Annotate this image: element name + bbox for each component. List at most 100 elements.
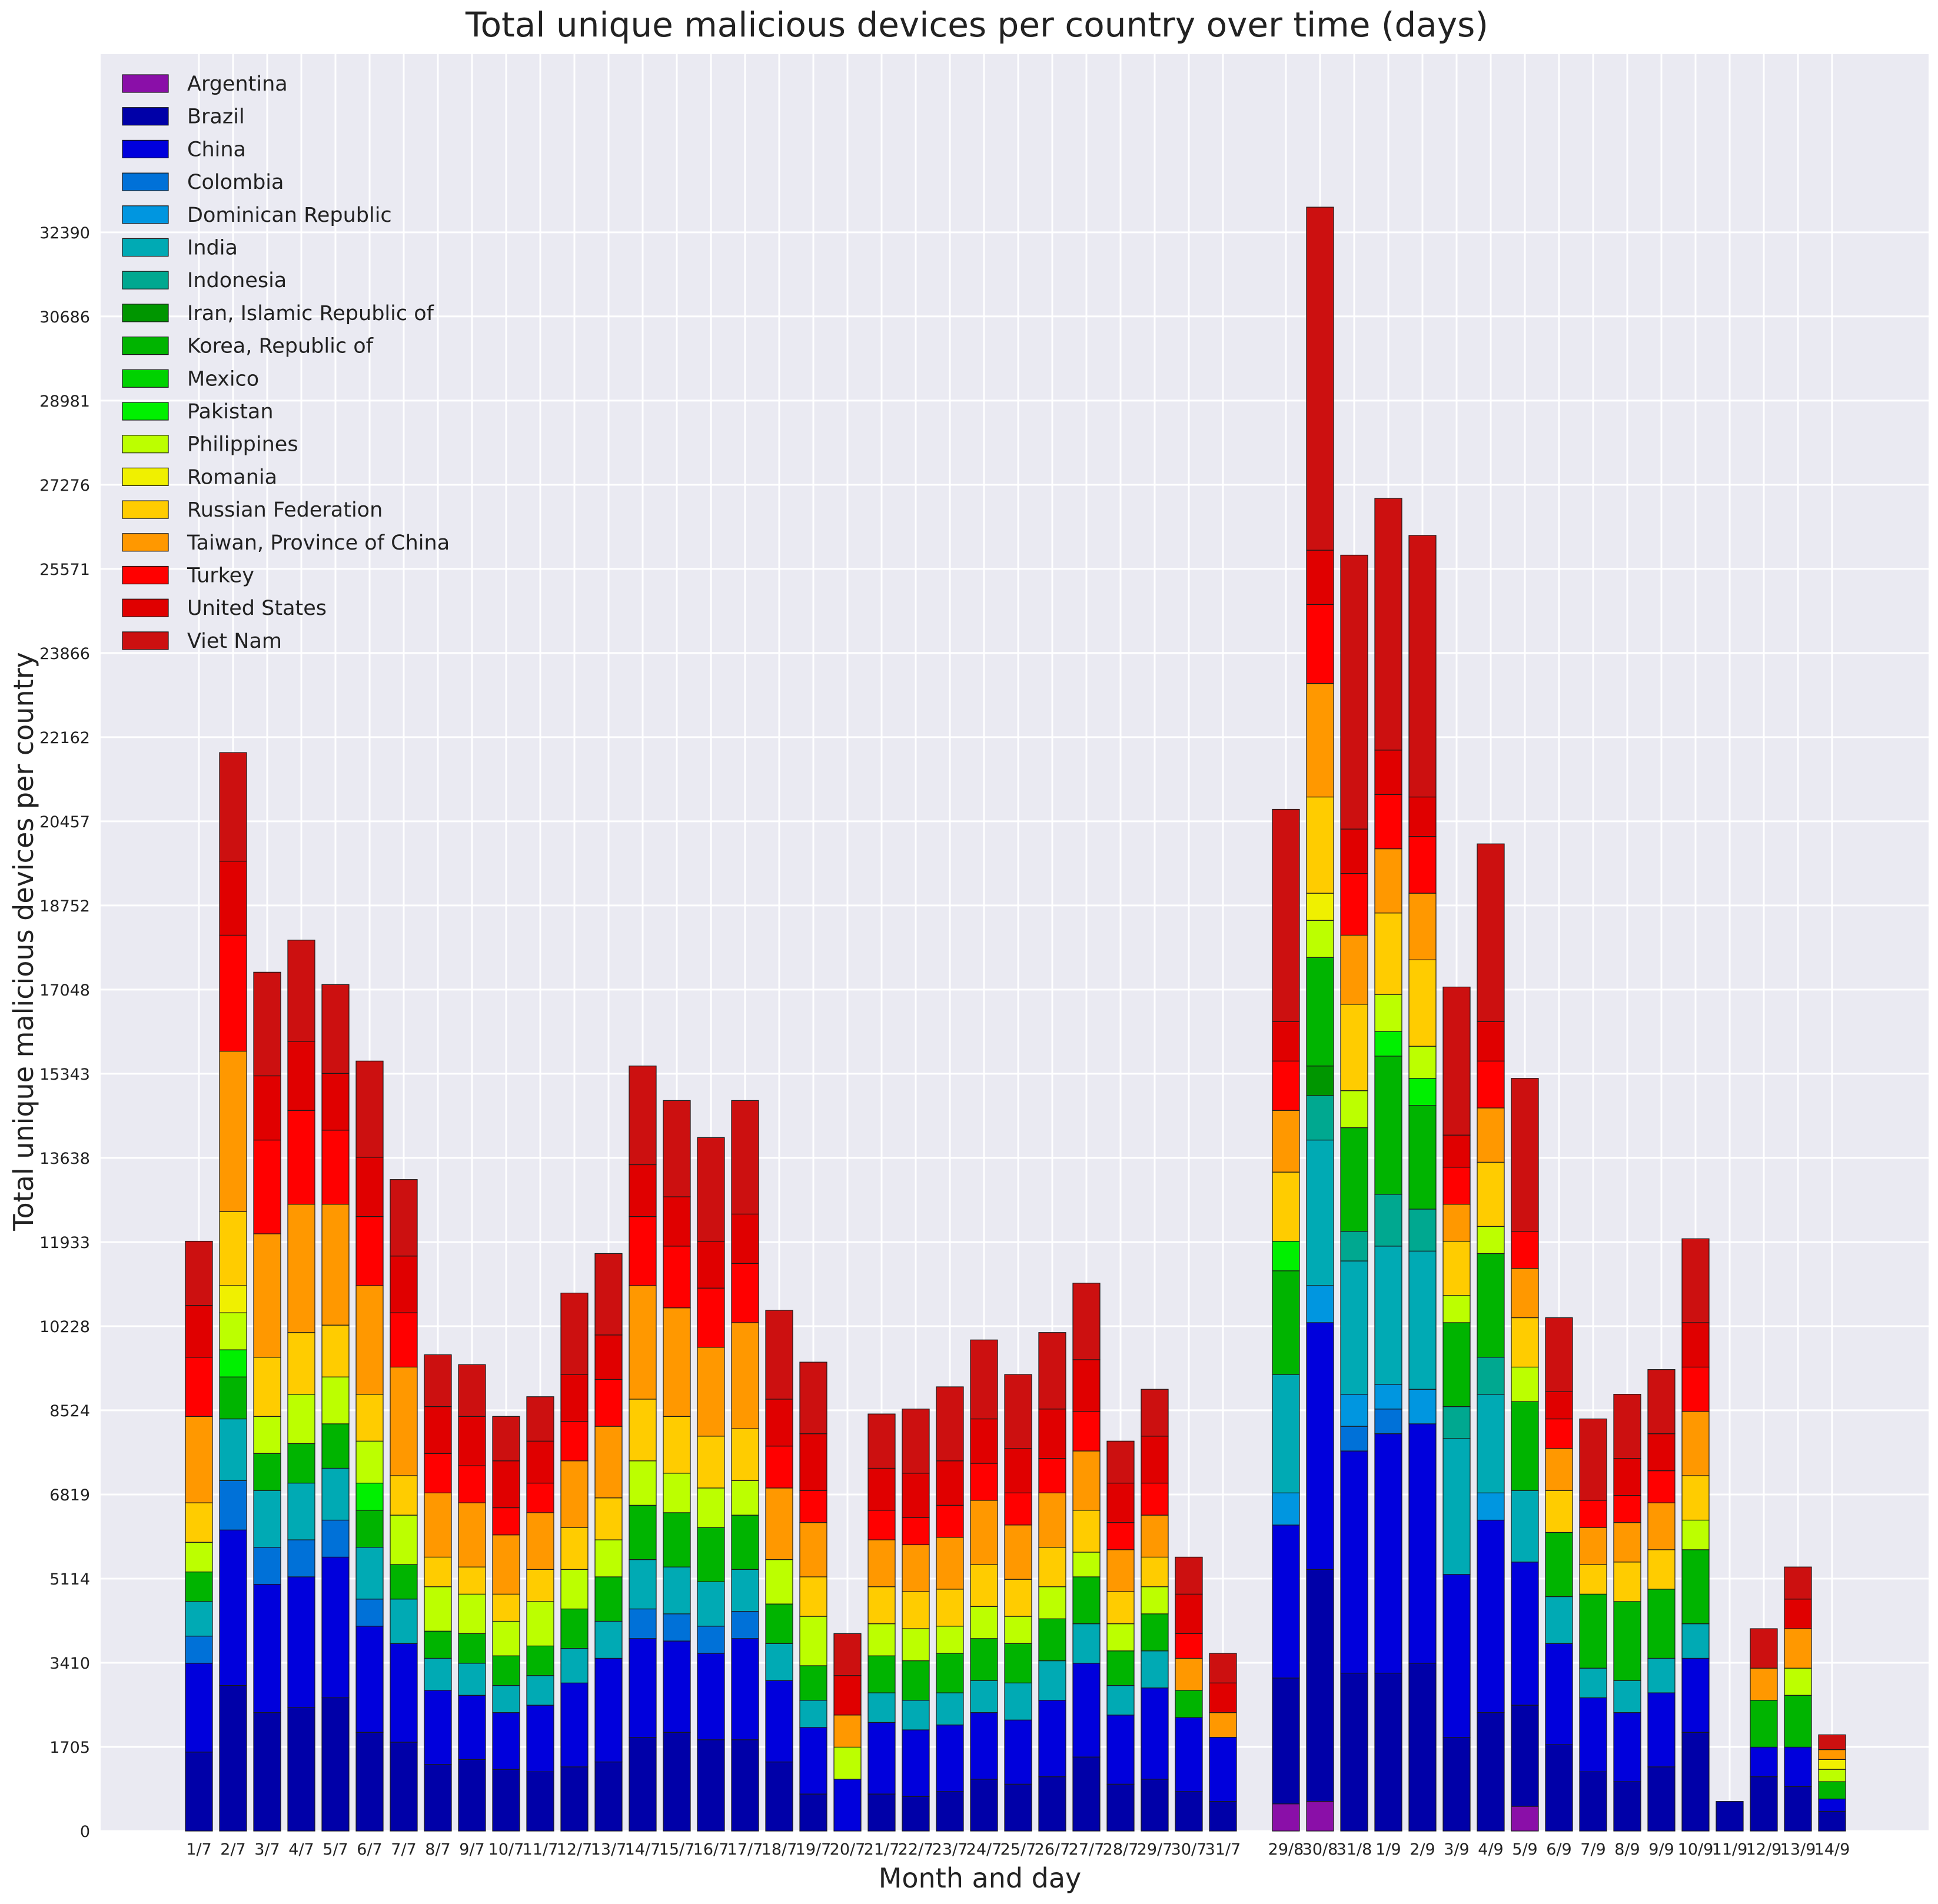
bar-segment xyxy=(287,1707,315,1832)
bar-segment xyxy=(219,1312,247,1350)
y-tick-label: 3410 xyxy=(49,1655,90,1673)
bar-segment xyxy=(1272,1110,1300,1173)
bar-segment xyxy=(1209,1737,1237,1802)
bar-segment xyxy=(390,1179,418,1257)
bar-segment xyxy=(1038,1586,1066,1619)
x-tick-label: 3/7 xyxy=(254,1840,280,1859)
bar-segment xyxy=(253,1075,281,1141)
bar-segment xyxy=(1038,1409,1066,1459)
legend-swatch xyxy=(122,598,169,617)
bar-segment xyxy=(1306,207,1334,551)
bar-segment xyxy=(629,1504,657,1560)
legend-label: India xyxy=(187,237,238,260)
bar-segment xyxy=(1072,1576,1101,1625)
bar-segment xyxy=(390,1256,418,1313)
x-tick-label: 23/7 xyxy=(932,1840,968,1859)
legend-label: Viet Nam xyxy=(187,630,282,653)
x-tick-label: 11/9 xyxy=(1712,1840,1748,1859)
bar-segment xyxy=(1340,934,1368,1005)
bar-segment xyxy=(1681,1366,1710,1412)
y-tick-label: 10228 xyxy=(39,1318,90,1336)
bar-segment xyxy=(1209,1682,1237,1713)
bar-segment xyxy=(1579,1593,1607,1669)
bar-segment xyxy=(1681,1549,1710,1625)
bar-segment xyxy=(731,1428,759,1481)
y-tick-label: 0 xyxy=(80,1823,90,1841)
bar-segment xyxy=(1306,957,1334,1067)
bar-segment xyxy=(1272,1492,1300,1526)
bar-segment xyxy=(594,1379,623,1427)
y-tick-label: 17048 xyxy=(39,981,90,1000)
bar-segment xyxy=(765,1310,793,1400)
bar-segment xyxy=(185,1240,213,1306)
bar-segment xyxy=(936,1537,964,1590)
bar-segment xyxy=(1545,1391,1573,1420)
bar-segment xyxy=(1442,1295,1471,1323)
bar-segment xyxy=(1141,1514,1169,1558)
bar-segment xyxy=(424,1354,452,1407)
bar-segment xyxy=(185,1571,213,1602)
bar-segment xyxy=(1141,1482,1169,1516)
bar-segment xyxy=(731,1569,759,1612)
y-axis-label: Total unique malicious devices per count… xyxy=(8,652,39,1231)
bar-segment xyxy=(1175,1657,1203,1691)
bar-segment xyxy=(1038,1492,1066,1548)
bar-segment xyxy=(287,1204,315,1333)
x-tick-label: 13/9 xyxy=(1780,1840,1816,1859)
legend-swatch xyxy=(122,271,169,289)
bar-segment xyxy=(253,1490,281,1548)
bar-segment xyxy=(970,1638,998,1681)
bar-segment xyxy=(1579,1771,1607,1832)
bar-segment xyxy=(765,1643,793,1681)
bar-segment xyxy=(492,1620,520,1656)
bar-segment xyxy=(1175,1556,1203,1595)
bar-segment xyxy=(1306,604,1334,684)
legend-swatch xyxy=(122,533,169,552)
bar-segment xyxy=(1141,1650,1169,1689)
x-tick-label: 5/9 xyxy=(1512,1840,1537,1859)
bar-segment xyxy=(697,1653,725,1740)
bar-segment xyxy=(1272,1240,1300,1271)
bar-segment xyxy=(902,1660,930,1701)
bar-segment xyxy=(424,1586,452,1632)
legend-label: Turkey xyxy=(187,564,254,588)
bar-segment xyxy=(1340,1672,1368,1832)
bar-segment xyxy=(458,1364,486,1417)
bar-segment xyxy=(663,1196,691,1247)
bar-segment xyxy=(253,1583,281,1713)
bar-segment xyxy=(799,1665,827,1701)
bar-segment xyxy=(697,1626,725,1654)
bar-segment xyxy=(390,1312,418,1368)
bar-segment xyxy=(1374,750,1402,795)
bar-segment xyxy=(287,1393,315,1444)
bar-segment xyxy=(321,1324,350,1377)
bar-segment xyxy=(1340,873,1368,936)
bar-segment xyxy=(458,1416,486,1466)
bar-segment xyxy=(1442,1167,1471,1205)
legend-label: Romania xyxy=(187,465,277,489)
bar-segment xyxy=(1408,1250,1437,1390)
bar-segment xyxy=(1613,1494,1641,1523)
bar-segment xyxy=(1141,1556,1169,1587)
bar-segment xyxy=(697,1487,725,1528)
bar-segment xyxy=(1784,1695,1812,1747)
bar-segment xyxy=(833,1779,862,1832)
bar-segment xyxy=(526,1601,554,1647)
x-tick-label: 5/7 xyxy=(323,1840,348,1859)
bar-segment xyxy=(287,1332,315,1395)
bar-segment xyxy=(902,1796,930,1832)
bar-segment xyxy=(1681,1519,1710,1550)
bar-segment xyxy=(936,1386,964,1462)
bar-segment xyxy=(1004,1643,1032,1683)
bar-segment xyxy=(1818,1781,1846,1800)
bar-segment xyxy=(1818,1759,1846,1770)
legend-label: Korea, Republic of xyxy=(187,335,374,358)
x-tick-label: 9/7 xyxy=(459,1840,484,1859)
bar-segment xyxy=(1784,1746,1812,1788)
bar-segment xyxy=(458,1502,486,1567)
legend-swatch xyxy=(122,74,169,93)
bar-segment xyxy=(1545,1418,1573,1449)
bar-segment xyxy=(1209,1653,1237,1683)
x-tick-label: 16/7 xyxy=(693,1840,729,1859)
bar-segment xyxy=(458,1695,486,1760)
